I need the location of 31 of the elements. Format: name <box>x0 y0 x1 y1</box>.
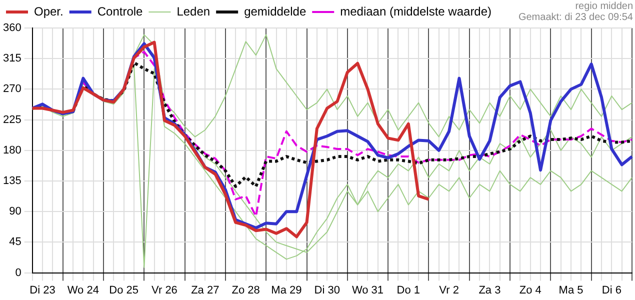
y-tick-label: 45 <box>9 236 22 248</box>
x-tick-label: Di 30 <box>314 284 340 296</box>
x-tick-label: Do 25 <box>109 284 139 296</box>
y-tick-label: 225 <box>2 114 22 126</box>
x-tick-label: Za 27 <box>191 284 220 296</box>
y-tick-label: 0 <box>15 266 22 279</box>
y-tick-label: 315 <box>2 52 22 65</box>
x-tick-label: Di 23 <box>30 284 56 296</box>
legend-label: Controle <box>97 4 144 18</box>
y-tick-label: 135 <box>2 175 22 188</box>
x-tick-label: Zo 28 <box>232 284 260 296</box>
y-tick-label: 90 <box>9 206 22 218</box>
legend-label: Leden <box>176 4 210 18</box>
x-tick-label: Za 3 <box>478 284 501 296</box>
x-tick-label: Vr 2 <box>439 284 459 296</box>
x-tick-label: Wo 31 <box>352 284 384 296</box>
x-tick-label: Zo 4 <box>519 284 542 296</box>
x-tick-label: Vr 26 <box>152 284 178 296</box>
x-tick-label: Wo 24 <box>67 284 99 296</box>
legend-label: gemiddelde <box>244 4 306 18</box>
y-tick-label: 360 <box>2 22 22 34</box>
legend-label: mediaan (middelste waarde) <box>340 4 492 18</box>
y-tick-label: 180 <box>2 144 22 156</box>
x-tick-label: Ma 5 <box>558 284 584 296</box>
y-tick-label: 270 <box>2 83 22 96</box>
legend-label: Oper. <box>34 4 64 18</box>
text: Gemaakt: di 23 dec 09:54 <box>518 12 634 23</box>
text: regio midden <box>575 0 633 12</box>
x-tick-label: Do 1 <box>396 284 420 296</box>
x-tick-label: Di 6 <box>602 284 622 296</box>
x-tick-label: Ma 29 <box>271 284 302 296</box>
